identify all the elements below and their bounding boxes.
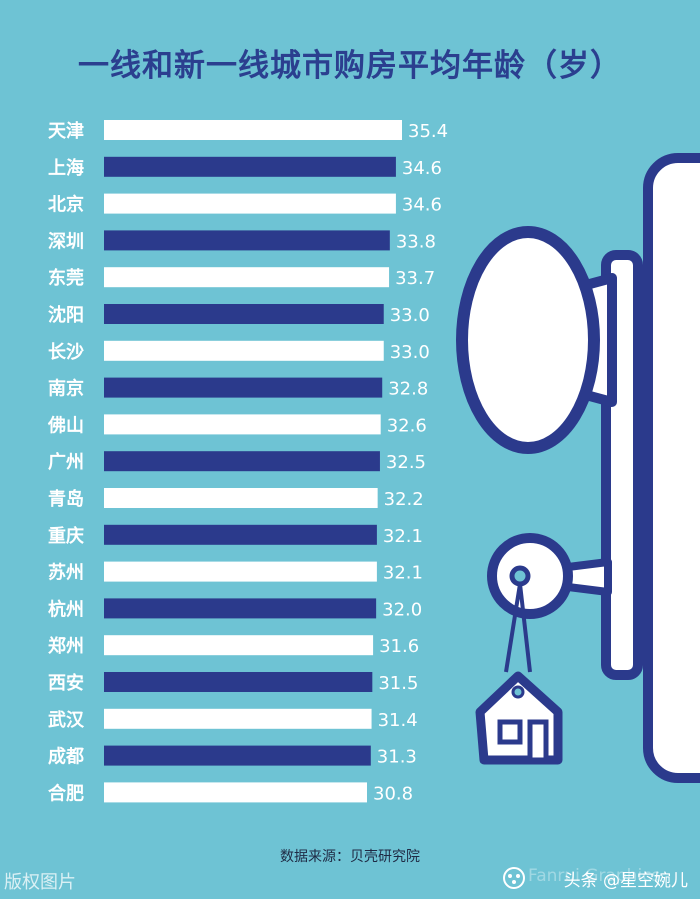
value-label: 31.5 xyxy=(378,673,418,694)
data-source: 数据来源：贝壳研究院 xyxy=(280,849,420,865)
bar xyxy=(104,488,378,508)
category-label: 郑州 xyxy=(48,635,84,657)
category-label: 天津 xyxy=(48,120,84,142)
toutiao-logo-icon xyxy=(503,867,525,889)
value-label: 31.4 xyxy=(378,710,418,731)
value-label: 33.0 xyxy=(390,305,430,326)
bar xyxy=(104,414,381,435)
category-label: 成都 xyxy=(48,746,84,768)
value-label: 34.6 xyxy=(402,195,442,216)
bar xyxy=(104,340,384,361)
category-label: 上海 xyxy=(48,157,84,179)
bar xyxy=(104,524,377,545)
house-door-icon xyxy=(527,719,549,763)
value-label: 31.3 xyxy=(377,747,417,768)
category-label: 沈阳 xyxy=(48,304,84,326)
value-label: 31.6 xyxy=(379,636,419,657)
door-illustration xyxy=(456,153,700,783)
value-label: 35.4 xyxy=(408,121,448,142)
bar xyxy=(104,267,390,288)
category-label: 北京 xyxy=(48,194,84,216)
value-label: 30.8 xyxy=(373,783,413,804)
bar xyxy=(104,120,402,140)
category-label: 广州 xyxy=(48,451,84,473)
background-watermark: Fanrui Graphics xyxy=(528,866,661,886)
value-label: 34.6 xyxy=(402,158,442,179)
value-label: 33.7 xyxy=(395,268,435,289)
author-credit: 头条 @星空婉儿 xyxy=(564,866,688,891)
author-credit-text: 头条 @星空婉儿 xyxy=(563,871,688,891)
bar xyxy=(104,635,374,656)
category-label: 重庆 xyxy=(48,525,84,547)
value-label: 32.1 xyxy=(383,526,423,547)
house-tag-hole-icon xyxy=(511,685,525,699)
value-label: 33.8 xyxy=(396,231,436,252)
bar xyxy=(104,377,383,398)
bar xyxy=(104,745,371,766)
value-label: 32.6 xyxy=(387,415,427,436)
door-knob-icon xyxy=(456,226,600,454)
bar xyxy=(104,561,377,582)
category-label: 深圳 xyxy=(48,230,84,252)
category-label: 合肥 xyxy=(48,782,84,804)
value-label: 32.0 xyxy=(382,599,422,620)
bar xyxy=(104,156,396,177)
chart-title: 一线和新一线城市购房平均年龄（岁） xyxy=(78,48,622,84)
bar xyxy=(104,598,377,619)
bar xyxy=(104,193,396,214)
bar xyxy=(104,304,384,324)
bar xyxy=(104,230,390,251)
house-window-icon xyxy=(497,719,523,745)
bar xyxy=(104,708,372,729)
category-label: 长沙 xyxy=(48,342,84,363)
value-label: 32.1 xyxy=(383,563,423,584)
bar xyxy=(104,782,367,803)
category-label: 西安 xyxy=(48,672,84,694)
category-label: 武汉 xyxy=(48,710,85,731)
key-string-icon xyxy=(504,583,532,673)
category-label: 东莞 xyxy=(48,267,84,289)
value-label: 32.5 xyxy=(386,452,426,473)
value-label: 33.0 xyxy=(390,342,430,363)
bar xyxy=(104,672,373,692)
value-label: 32.8 xyxy=(388,379,428,400)
category-label: 佛山 xyxy=(47,414,84,436)
category-label: 苏州 xyxy=(48,562,84,584)
door-frame-icon xyxy=(643,153,700,783)
copyright-watermark: 版权图片 xyxy=(4,872,76,893)
value-label: 32.2 xyxy=(384,489,424,510)
bar xyxy=(104,451,380,472)
category-label: 南京 xyxy=(48,378,84,400)
key-hole-icon xyxy=(509,565,531,587)
category-label: 杭州 xyxy=(48,598,84,620)
category-label: 青岛 xyxy=(48,488,84,510)
